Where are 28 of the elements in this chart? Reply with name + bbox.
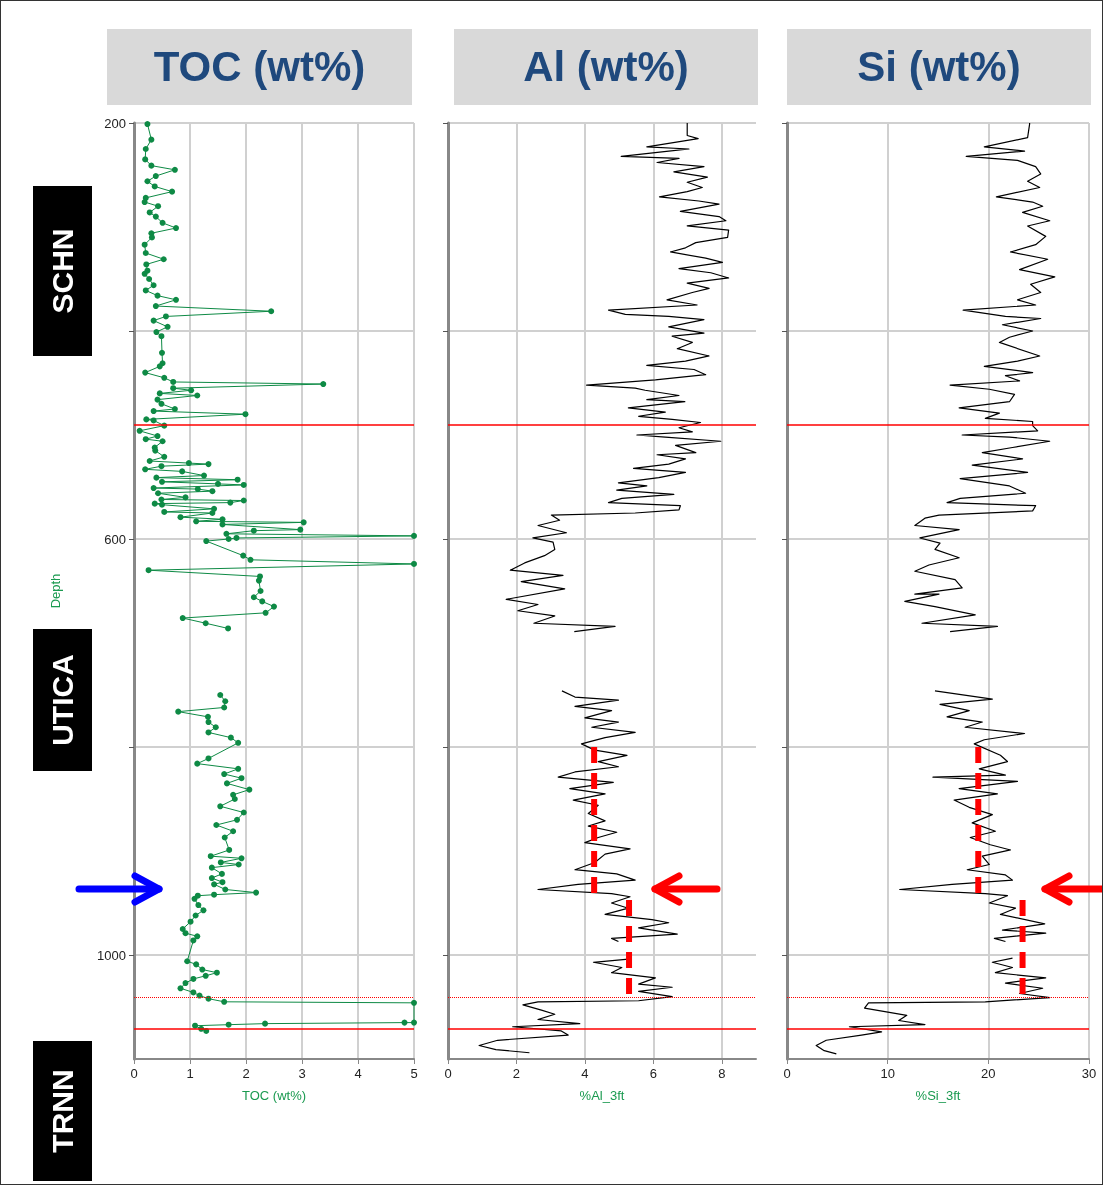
x-tick-label: 5 xyxy=(410,1066,418,1081)
y-tick-label: 1000 xyxy=(97,947,126,963)
chart-title: TOC (wt%) xyxy=(107,29,412,105)
x-axis-title: %Si_3ft xyxy=(915,1088,961,1103)
x-tick-label: 0 xyxy=(130,1066,138,1081)
y-tick-label: 200 xyxy=(104,115,126,131)
text: TRNN xyxy=(45,1069,80,1153)
x-axis-title: TOC (wt%) xyxy=(241,1088,307,1103)
x-tick-label: 0 xyxy=(783,1066,791,1081)
y-tick-label: 600 xyxy=(104,531,126,547)
x-tick-label: 10 xyxy=(880,1066,895,1081)
x-tick-label: 4 xyxy=(581,1066,589,1081)
x-tick-label: 20 xyxy=(981,1066,996,1081)
x-tick-label: 4 xyxy=(354,1066,362,1081)
x-tick-label: 8 xyxy=(718,1066,726,1081)
x-tick-label: 2 xyxy=(512,1066,521,1081)
chart-title: Si (wt%) xyxy=(787,29,1091,105)
x-tick-label: 3 xyxy=(298,1066,306,1081)
text: UTICA xyxy=(45,654,80,746)
chart-title: Al (wt%) xyxy=(454,29,758,105)
x-tick-label: 2 xyxy=(242,1066,250,1081)
x-tick-label: 0 xyxy=(444,1066,452,1081)
y-axis-title: Depth xyxy=(48,573,63,609)
x-axis-title: %Al_3ft xyxy=(579,1088,625,1103)
x-tick-label: 30 xyxy=(1081,1066,1097,1081)
x-tick-label: 6 xyxy=(649,1066,657,1081)
text: SCHN xyxy=(45,228,80,314)
x-tick-label: 1 xyxy=(186,1066,194,1081)
